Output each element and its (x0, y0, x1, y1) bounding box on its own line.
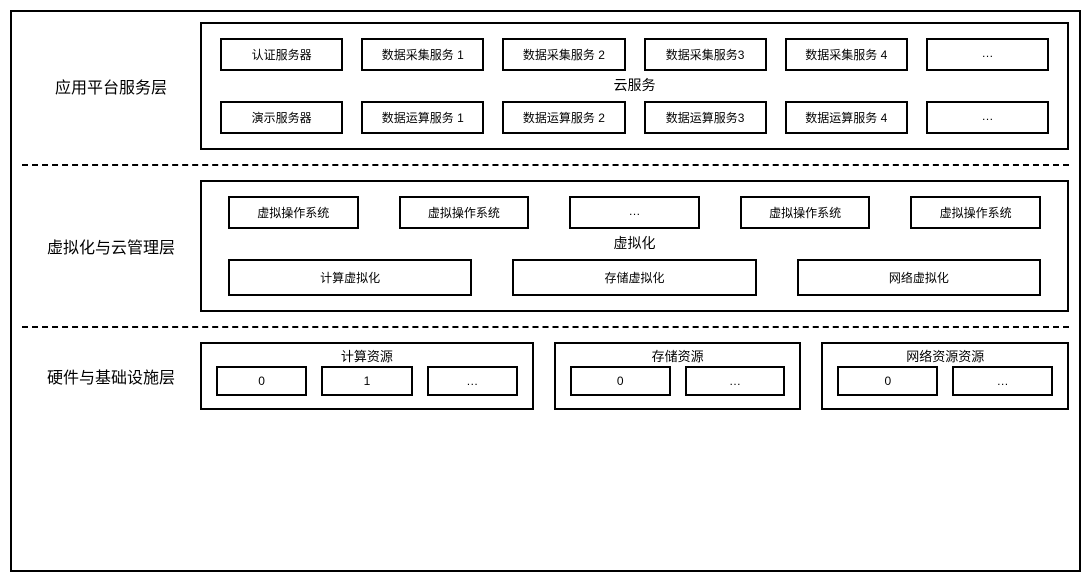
network-resource-title: 网络资源资源 (823, 346, 1067, 365)
virt-layer-content: 虚拟操作系统 虚拟操作系统 … 虚拟操作系统 虚拟操作系统 虚拟化 计算虚拟化 … (200, 180, 1069, 312)
compute-res-0: 0 (216, 366, 307, 396)
data-collect-2-box: 数据采集服务 2 (502, 38, 625, 71)
compute-res-more: … (427, 366, 518, 396)
hw-layer: 硬件与基础设施层 计算资源 0 1 … 存储资源 0 … (22, 342, 1069, 410)
network-resource-group: 网络资源资源 0 … (821, 342, 1069, 410)
app-layer-content: 认证服务器 数据采集服务 1 数据采集服务 2 数据采集服务3 数据采集服务 4… (200, 22, 1069, 150)
network-resource-row: 0 … (837, 366, 1053, 396)
storage-resource-title: 存储资源 (556, 346, 800, 365)
demo-server-box: 演示服务器 (220, 101, 343, 134)
virt-layer: 虚拟化与云管理层 虚拟操作系统 虚拟操作系统 … 虚拟操作系统 虚拟操作系统 虚… (22, 180, 1069, 312)
app-layer: 应用平台服务层 认证服务器 数据采集服务 1 数据采集服务 2 数据采集服务3 … (22, 22, 1069, 150)
cloud-service-label: 云服务 (220, 75, 1049, 95)
data-collect-4-box: 数据采集服务 4 (785, 38, 908, 71)
storage-resource-group: 存储资源 0 … (554, 342, 802, 410)
compute-virt-box: 计算虚拟化 (228, 259, 472, 296)
hw-layer-label: 硬件与基础设施层 (22, 364, 200, 388)
compute-res-1: 1 (321, 366, 412, 396)
data-compute-1-box: 数据运算服务 1 (361, 101, 484, 134)
app-row-1: 认证服务器 数据采集服务 1 数据采集服务 2 数据采集服务3 数据采集服务 4… (220, 38, 1049, 71)
separator-2 (22, 326, 1069, 328)
data-collect-1-box: 数据采集服务 1 (361, 38, 484, 71)
virt-row-2: 计算虚拟化 存储虚拟化 网络虚拟化 (220, 259, 1049, 296)
separator-1 (22, 164, 1069, 166)
data-collect-3-box: 数据采集服务3 (644, 38, 767, 71)
data-compute-more-box: … (926, 101, 1049, 134)
cloud-service-box: 认证服务器 数据采集服务 1 数据采集服务 2 数据采集服务3 数据采集服务 4… (200, 22, 1069, 150)
compute-resource-title: 计算资源 (202, 346, 532, 365)
data-collect-more-box: … (926, 38, 1049, 71)
vos-4-box: 虚拟操作系统 (910, 196, 1041, 229)
vos-2-box: 虚拟操作系统 (399, 196, 530, 229)
data-compute-4-box: 数据运算服务 4 (785, 101, 908, 134)
network-res-0: 0 (837, 366, 938, 396)
network-virt-box: 网络虚拟化 (797, 259, 1041, 296)
hw-groups-row: 计算资源 0 1 … 存储资源 0 … 网络资源资源 (200, 342, 1069, 410)
app-layer-label: 应用平台服务层 (22, 74, 200, 98)
vos-more-box: … (569, 196, 700, 229)
vos-3-box: 虚拟操作系统 (740, 196, 871, 229)
hw-layer-content: 计算资源 0 1 … 存储资源 0 … 网络资源资源 (200, 342, 1069, 410)
architecture-diagram: 应用平台服务层 认证服务器 数据采集服务 1 数据采集服务 2 数据采集服务3 … (10, 10, 1081, 572)
storage-virt-box: 存储虚拟化 (512, 259, 756, 296)
storage-res-0: 0 (570, 366, 671, 396)
virt-row-1: 虚拟操作系统 虚拟操作系统 … 虚拟操作系统 虚拟操作系统 (220, 196, 1049, 229)
app-row-2: 演示服务器 数据运算服务 1 数据运算服务 2 数据运算服务3 数据运算服务 4… (220, 101, 1049, 134)
data-compute-3-box: 数据运算服务3 (644, 101, 767, 134)
data-compute-2-box: 数据运算服务 2 (502, 101, 625, 134)
virt-layer-label: 虚拟化与云管理层 (22, 234, 200, 258)
compute-resource-row: 0 1 … (216, 366, 518, 396)
compute-resource-group: 计算资源 0 1 … (200, 342, 534, 410)
virtualization-label: 虚拟化 (220, 233, 1049, 253)
auth-server-box: 认证服务器 (220, 38, 343, 71)
storage-resource-row: 0 … (570, 366, 786, 396)
vos-1-box: 虚拟操作系统 (228, 196, 359, 229)
network-res-more: … (952, 366, 1053, 396)
storage-res-more: … (685, 366, 786, 396)
virtualization-box: 虚拟操作系统 虚拟操作系统 … 虚拟操作系统 虚拟操作系统 虚拟化 计算虚拟化 … (200, 180, 1069, 312)
